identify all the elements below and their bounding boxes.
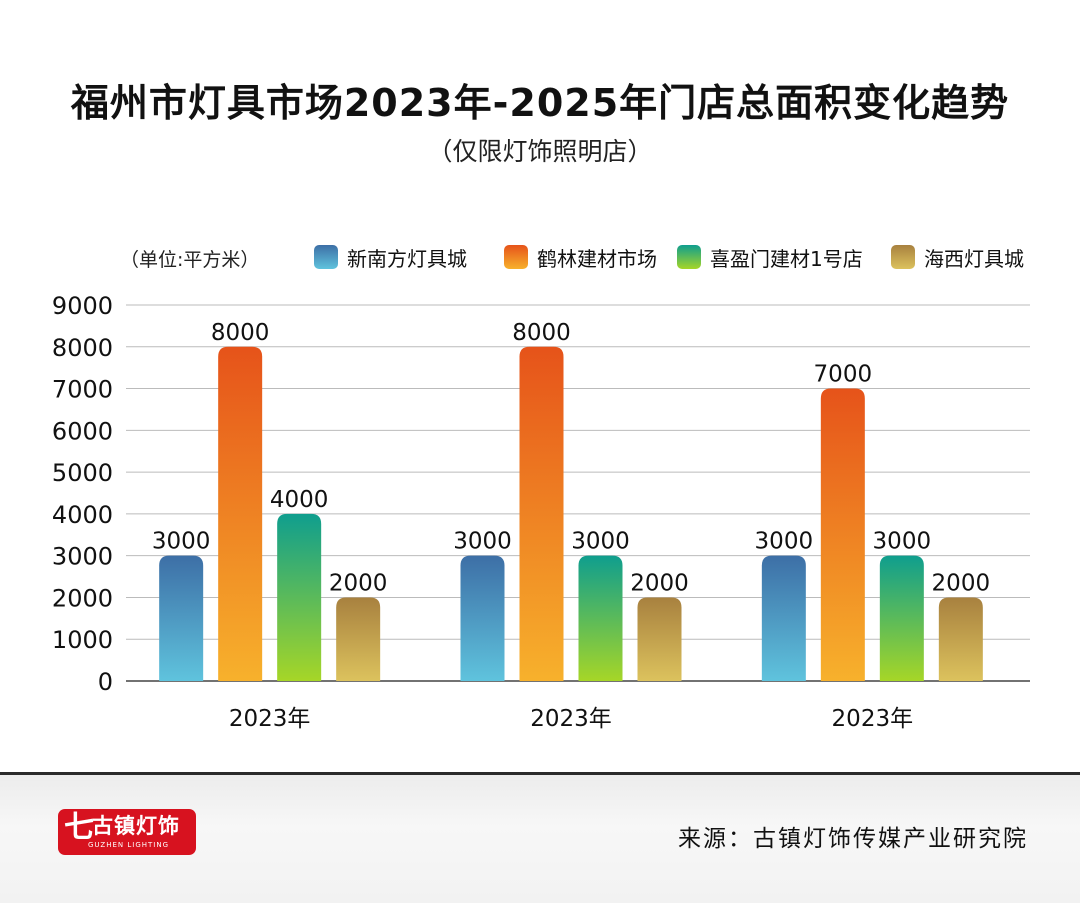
y-tick-label: 3000 (52, 543, 113, 571)
bar (218, 346, 263, 681)
bar (460, 555, 505, 681)
bar-chart: （单位:平方米） 新南方灯具城 鹤林建材市场 喜盈门建材1号店 海西灯具城 0 1000… (52, 245, 1030, 732)
data-label: 3000 (453, 529, 512, 555)
y-tick-label: 2000 (52, 584, 113, 612)
bar (578, 555, 623, 681)
bar (159, 555, 204, 681)
bar (879, 555, 924, 681)
x-axis: 2023年 2023年 2023年 (229, 706, 913, 732)
data-label: 8000 (211, 320, 270, 346)
legend-label: 新南方灯具城 (347, 247, 467, 271)
bar (938, 597, 983, 681)
legend-swatch (677, 245, 701, 269)
legend-swatch (891, 245, 915, 269)
logo-mark-icon: 七 (64, 810, 94, 845)
grid-lines (126, 304, 1030, 640)
data-label: 2000 (630, 570, 689, 596)
bars (159, 346, 983, 681)
x-tick-label: 2023年 (530, 706, 612, 732)
data-label: 3000 (152, 529, 211, 555)
bar (277, 513, 322, 681)
y-tick-label: 5000 (52, 459, 113, 487)
y-tick-label: 1000 (52, 626, 113, 654)
data-label: 2000 (932, 570, 991, 596)
source-text: 来源：古镇灯饰传媒产业研究院 (678, 826, 1028, 852)
legend-swatch (504, 245, 528, 269)
data-labels: 3000800040002000300080003000200030007000… (152, 320, 990, 597)
legend-swatch (314, 245, 338, 269)
data-label: 8000 (512, 320, 571, 346)
y-tick-label: 4000 (52, 501, 113, 529)
logo-en-text: GUZHEN LIGHTING (88, 841, 170, 849)
y-tick-label: 9000 (52, 292, 113, 320)
x-tick-label: 2023年 (229, 706, 311, 732)
bar (519, 346, 564, 681)
bar (820, 388, 865, 681)
footer: 七 古镇灯饰 GUZHEN LIGHTING 来源：古镇灯饰传媒产业研究院 (0, 772, 1080, 903)
unit-label: （单位:平方米） (120, 249, 259, 271)
brand-logo: 七 古镇灯饰 GUZHEN LIGHTING (58, 809, 196, 855)
bar (761, 555, 806, 681)
data-label: 2000 (329, 570, 388, 596)
x-tick-label: 2023年 (832, 706, 914, 732)
legend-label: 喜盈门建材1号店 (710, 247, 863, 271)
bar (336, 597, 381, 681)
y-tick-label: 7000 (52, 376, 113, 404)
y-tick-label: 0 (98, 668, 113, 696)
data-label: 7000 (814, 362, 873, 388)
data-label: 3000 (571, 529, 630, 555)
y-tick-label: 8000 (52, 334, 113, 362)
chart-title: 福州市灯具市场2023年-2025年门店总面积变化趋势 (70, 81, 1010, 125)
y-tick-label: 6000 (52, 417, 113, 445)
data-label: 3000 (755, 529, 814, 555)
legend-label: 海西灯具城 (924, 247, 1024, 271)
data-label: 4000 (270, 487, 329, 513)
logo-text: 古镇灯饰 (92, 813, 180, 838)
data-label: 3000 (873, 529, 932, 555)
chart-subtitle: （仅限灯饰照明店） (427, 137, 653, 166)
legend: 新南方灯具城 鹤林建材市场 喜盈门建材1号店 海西灯具城 (314, 245, 1024, 271)
legend-label: 鹤林建材市场 (537, 247, 657, 271)
bar (637, 597, 682, 681)
